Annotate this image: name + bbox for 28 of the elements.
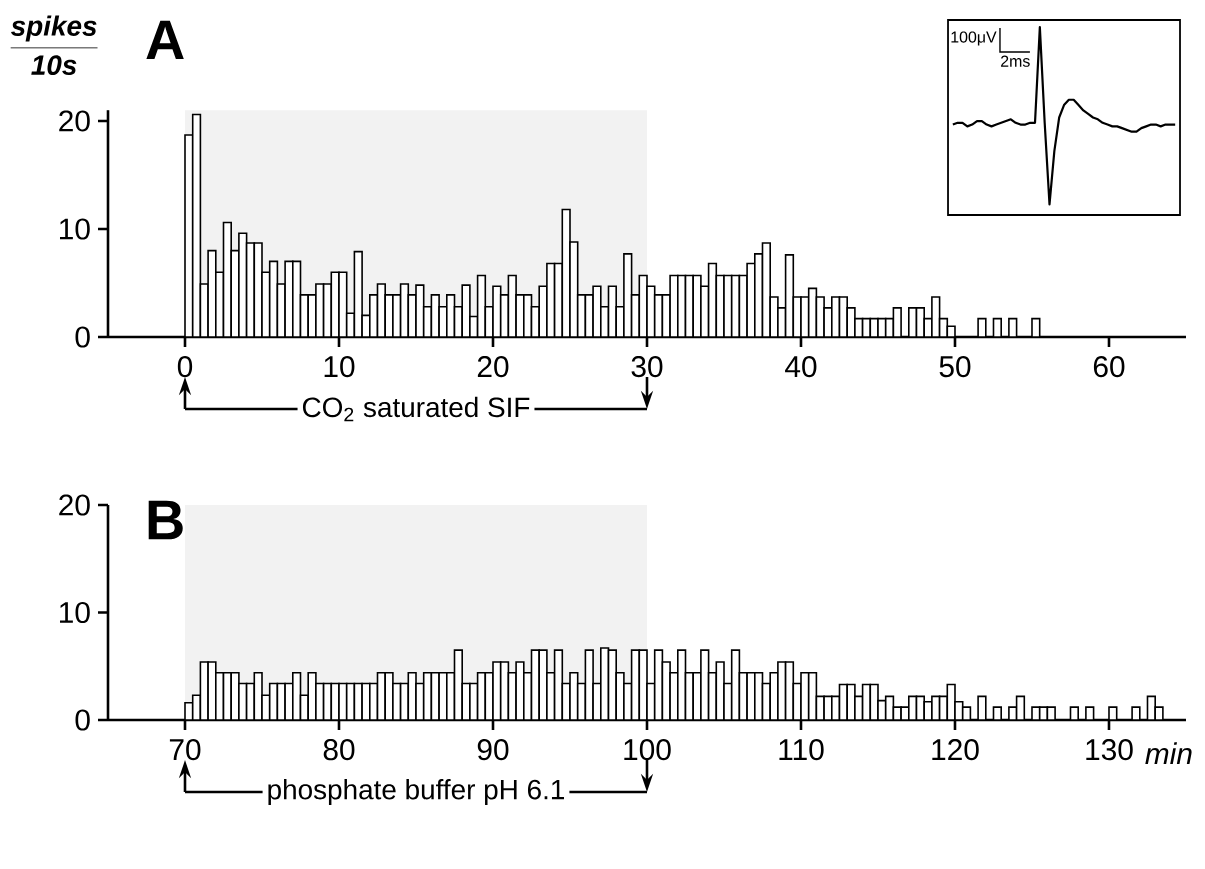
x-tick-label: 50: [939, 356, 971, 378]
y-tick-label: 0: [75, 326, 90, 348]
x-tick-label: 30: [631, 356, 663, 378]
chart-title: B: [148, 500, 183, 540]
x-tick-label: 40: [785, 356, 817, 378]
x-tick-label: 100: [624, 739, 671, 761]
band-label: phosphate buffer pH 6.1: [268, 778, 564, 805]
band-label: CO$_{2}$ saturated SIF: [302, 396, 530, 422]
annotation: 100μV: [951, 31, 997, 46]
chart-title: A: [146, 20, 184, 60]
x-tick-label: 90: [477, 739, 509, 761]
annotation: 2ms: [1001, 55, 1030, 67]
x-tick-label: 20: [477, 356, 509, 378]
y-tick-label: 10: [60, 601, 90, 624]
x-tick-label: 70: [169, 739, 201, 761]
y-tick-label: 20: [59, 110, 90, 132]
x-tick-label: 10: [324, 356, 355, 378]
x-tick-label: 80: [323, 739, 355, 761]
x-tick-label: 0: [177, 356, 193, 378]
x-tick-label: 130: [1086, 739, 1133, 761]
y-axis-title: $\frac{\textbf{\textit{spikes}}}{\textbf{\textit{10s}}}$: [10, 15, 98, 75]
x-axis-title: min: [1145, 742, 1192, 764]
x-tick-label: 120: [932, 739, 979, 761]
y-tick-label: 10: [60, 218, 90, 240]
x-tick-label: 110: [779, 739, 824, 761]
y-tick-label: 20: [59, 494, 90, 516]
y-tick-label: 0: [75, 709, 90, 731]
x-tick-label: 60: [1093, 356, 1125, 378]
